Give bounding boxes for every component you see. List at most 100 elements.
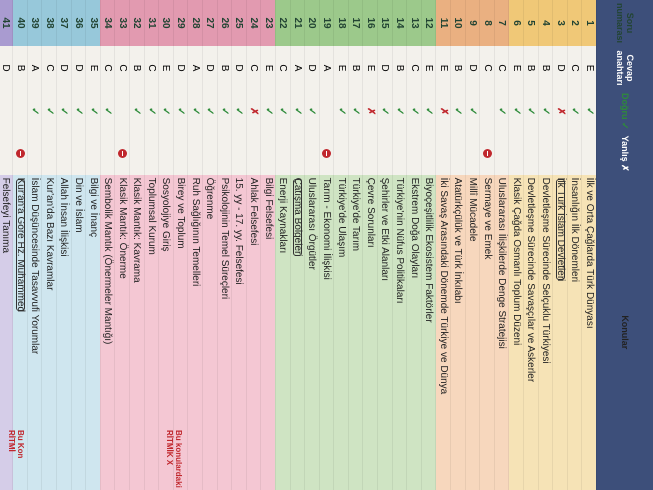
wrong-cell bbox=[567, 132, 582, 175]
wrong-cell bbox=[333, 132, 349, 175]
question-number: 23 bbox=[260, 0, 276, 47]
cross-icon: ✗ bbox=[248, 107, 260, 116]
answer-key: D bbox=[552, 46, 568, 91]
side-note-2: Bu Kon RİTMİ bbox=[7, 430, 25, 459]
table-row: 2 C ✓ İnsanlığın İlk Dönemleri bbox=[567, 0, 582, 490]
table-row: 39 A ✓ İslam Düşüncesinde Tasavvufi Yorumla… bbox=[27, 0, 42, 490]
check-icon: ✓ bbox=[85, 90, 101, 133]
topic: Öğrenme bbox=[202, 174, 218, 490]
topic: Uluslararası Örgütler bbox=[304, 174, 320, 490]
table-row: 40 B Kur'an'a Göre Hz. Muhammed bbox=[12, 0, 28, 490]
table-row: 24 C ✗ Ahlak Felsefesi bbox=[246, 0, 261, 490]
topic: Türkiye'nin Nüfus Politikaları bbox=[392, 174, 407, 490]
answer-key: E bbox=[260, 46, 276, 91]
topic: Enerji Kaynakları bbox=[275, 174, 291, 490]
topic: Çatışma Bölgeleri bbox=[290, 174, 305, 490]
check-icon: ✓ bbox=[465, 90, 480, 133]
answer-key: A bbox=[319, 46, 334, 91]
check-icon: ✓ bbox=[231, 90, 247, 133]
table-row: 21 A ✓ Çatışma Bölgeleri bbox=[290, 0, 305, 490]
wrong-cell bbox=[41, 132, 57, 175]
correct-cell bbox=[12, 90, 28, 133]
table-row: 15 D ✓ Şehirler ve Etki Alanları bbox=[377, 0, 393, 490]
wrong-cell bbox=[187, 132, 203, 175]
cross-icon: ✗ bbox=[554, 107, 566, 116]
table-row: 38 C ✓ Kur'an'da Bazı Kavramlar bbox=[41, 0, 57, 490]
cross-icon: ✗ bbox=[437, 107, 449, 116]
topic: İlk ve Orta Çağlarda Türk Dünyası bbox=[581, 174, 597, 490]
header-answer-key: Cevap anahtarı bbox=[596, 46, 653, 91]
question-number: 6 bbox=[508, 0, 524, 47]
table-row: 16 E ✗ Çevre Sorunları bbox=[363, 0, 378, 490]
question-number: 4 bbox=[538, 0, 553, 47]
question-number: 40 bbox=[12, 0, 28, 47]
check-icon: ✓ bbox=[71, 90, 86, 133]
question-number: 35 bbox=[85, 0, 101, 47]
check-icon: ✓ bbox=[158, 90, 174, 133]
wrong-cell bbox=[538, 132, 553, 175]
question-number: 26 bbox=[217, 0, 232, 47]
question-number: 19 bbox=[319, 0, 334, 47]
correct-cell bbox=[0, 90, 13, 133]
table-row: 7 C ✓ Uluslararası İlişkilerde Denge Strate… bbox=[494, 0, 509, 490]
answer-key: B bbox=[523, 46, 539, 91]
answer-key: D bbox=[377, 46, 393, 91]
wrong-cell bbox=[56, 132, 72, 175]
check-icon: ✓ bbox=[173, 90, 188, 133]
wrong-cell bbox=[552, 132, 568, 175]
question-number: 12 bbox=[421, 0, 436, 47]
minus-circle-icon bbox=[117, 149, 127, 159]
check-icon: ✓ bbox=[406, 90, 422, 133]
check-icon: ✓ bbox=[27, 90, 42, 133]
minus-circle-icon bbox=[15, 149, 25, 159]
check-icon: ✓ bbox=[538, 90, 553, 133]
highlighted-topic: Çatışma Bölgeleri bbox=[291, 177, 303, 257]
check-icon: ✓ bbox=[275, 90, 291, 133]
wrong-cell bbox=[392, 132, 407, 175]
correct-cell: ✗ bbox=[246, 90, 261, 133]
question-number: 30 bbox=[158, 0, 174, 47]
check-icon: ✓ bbox=[523, 90, 539, 133]
question-number: 17 bbox=[348, 0, 363, 47]
wrong-cell bbox=[581, 132, 597, 175]
wrong-cell bbox=[173, 132, 188, 175]
answer-key: E bbox=[421, 46, 436, 91]
table-row: 32 B ✓ Klasik Mantık: Kavrama bbox=[129, 0, 145, 490]
wrong-cell bbox=[100, 132, 115, 175]
minus-circle-icon bbox=[322, 149, 332, 159]
answer-key: C bbox=[275, 46, 291, 91]
answer-key: C bbox=[246, 46, 261, 91]
topic: Türkiye'de Ulaşım bbox=[333, 174, 349, 490]
highlighted-topic: İlk Türk İslam Devletleri bbox=[554, 177, 566, 282]
question-number: 32 bbox=[129, 0, 145, 47]
correct-cell: ✗ bbox=[552, 90, 568, 133]
answer-key: C bbox=[567, 46, 582, 91]
answer-key: E bbox=[85, 46, 101, 91]
question-number: 7 bbox=[494, 0, 509, 47]
check-icon: ✓ bbox=[41, 90, 57, 133]
wrong-cell bbox=[377, 132, 393, 175]
topic: Millî Mücadele bbox=[465, 174, 480, 490]
question-number: 5 bbox=[523, 0, 539, 47]
topic: Biyoçeşitlilik Ekosistem Faktörler bbox=[421, 174, 436, 490]
table-row: 3 D ✗ İlk Türk İslam Devletleri bbox=[552, 0, 568, 490]
answer-key: E bbox=[581, 46, 597, 91]
table-row: 25 D ✓ 15. yy - 17. yy. Felsefesi bbox=[231, 0, 247, 490]
wrong-cell bbox=[450, 132, 466, 175]
wrong-cell bbox=[246, 132, 261, 175]
answer-key: E bbox=[508, 46, 524, 91]
answer-key: C bbox=[100, 46, 115, 91]
topic: İki Savaş Arasındaki Dönemde Türkiye ve … bbox=[435, 174, 451, 490]
check-icon: ✓ bbox=[260, 90, 276, 133]
wrong-cell bbox=[421, 132, 436, 175]
topic: Devletleşme Sürecinde Selçuklu Türkiyesi bbox=[538, 174, 553, 490]
question-number: 11 bbox=[435, 0, 451, 47]
table-row: 26 B ✓ Psikolojinin Temel Süreçleri bbox=[217, 0, 232, 490]
answer-key: C bbox=[114, 46, 130, 91]
header-correct: Doğru ✓ bbox=[596, 90, 653, 133]
topic: Uluslararası İlişkilerde Denge Stratejis… bbox=[494, 174, 509, 490]
table-row: 41 D Felsefeyi Tanıma bbox=[0, 0, 13, 490]
wrong-cell bbox=[217, 132, 232, 175]
table-row: 20 D ✓ Uluslararası Örgütler bbox=[304, 0, 320, 490]
